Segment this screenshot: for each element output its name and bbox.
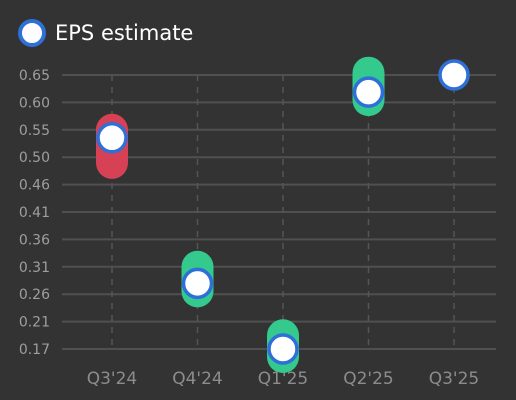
y-tick-label: 0.36	[19, 232, 50, 248]
x-tick-label: Q4'24	[172, 369, 223, 389]
y-tick-label: 0.60	[19, 95, 50, 111]
y-tick-label: 0.65	[19, 68, 50, 84]
y-tick-label: 0.21	[19, 315, 50, 331]
eps-estimate-point[interactable]	[267, 333, 299, 365]
legend-marker-icon	[18, 19, 46, 47]
y-tick-label: 0.26	[19, 287, 50, 303]
y-tick-label: 0.41	[19, 205, 50, 221]
y-tick-label: 0.46	[19, 178, 50, 194]
eps-estimate-point[interactable]	[438, 59, 470, 91]
legend-label: EPS estimate	[55, 20, 194, 45]
y-tick-label: 0.55	[19, 123, 50, 139]
x-tick-label: Q2'25	[343, 369, 394, 389]
eps-estimate-point[interactable]	[181, 267, 214, 300]
eps-estimate-point[interactable]	[96, 122, 128, 154]
y-tick-label: 0.31	[19, 260, 50, 276]
y-tick-label: 0.17	[19, 342, 50, 358]
x-tick-label: Q3'25	[429, 369, 480, 389]
x-tick-label: Q1'25	[258, 369, 309, 389]
y-tick-label: 0.50	[19, 150, 50, 166]
legend[interactable]: EPS estimate	[18, 19, 193, 47]
eps-estimate-point[interactable]	[352, 76, 385, 108]
x-tick-label: Q3'24	[87, 369, 138, 389]
